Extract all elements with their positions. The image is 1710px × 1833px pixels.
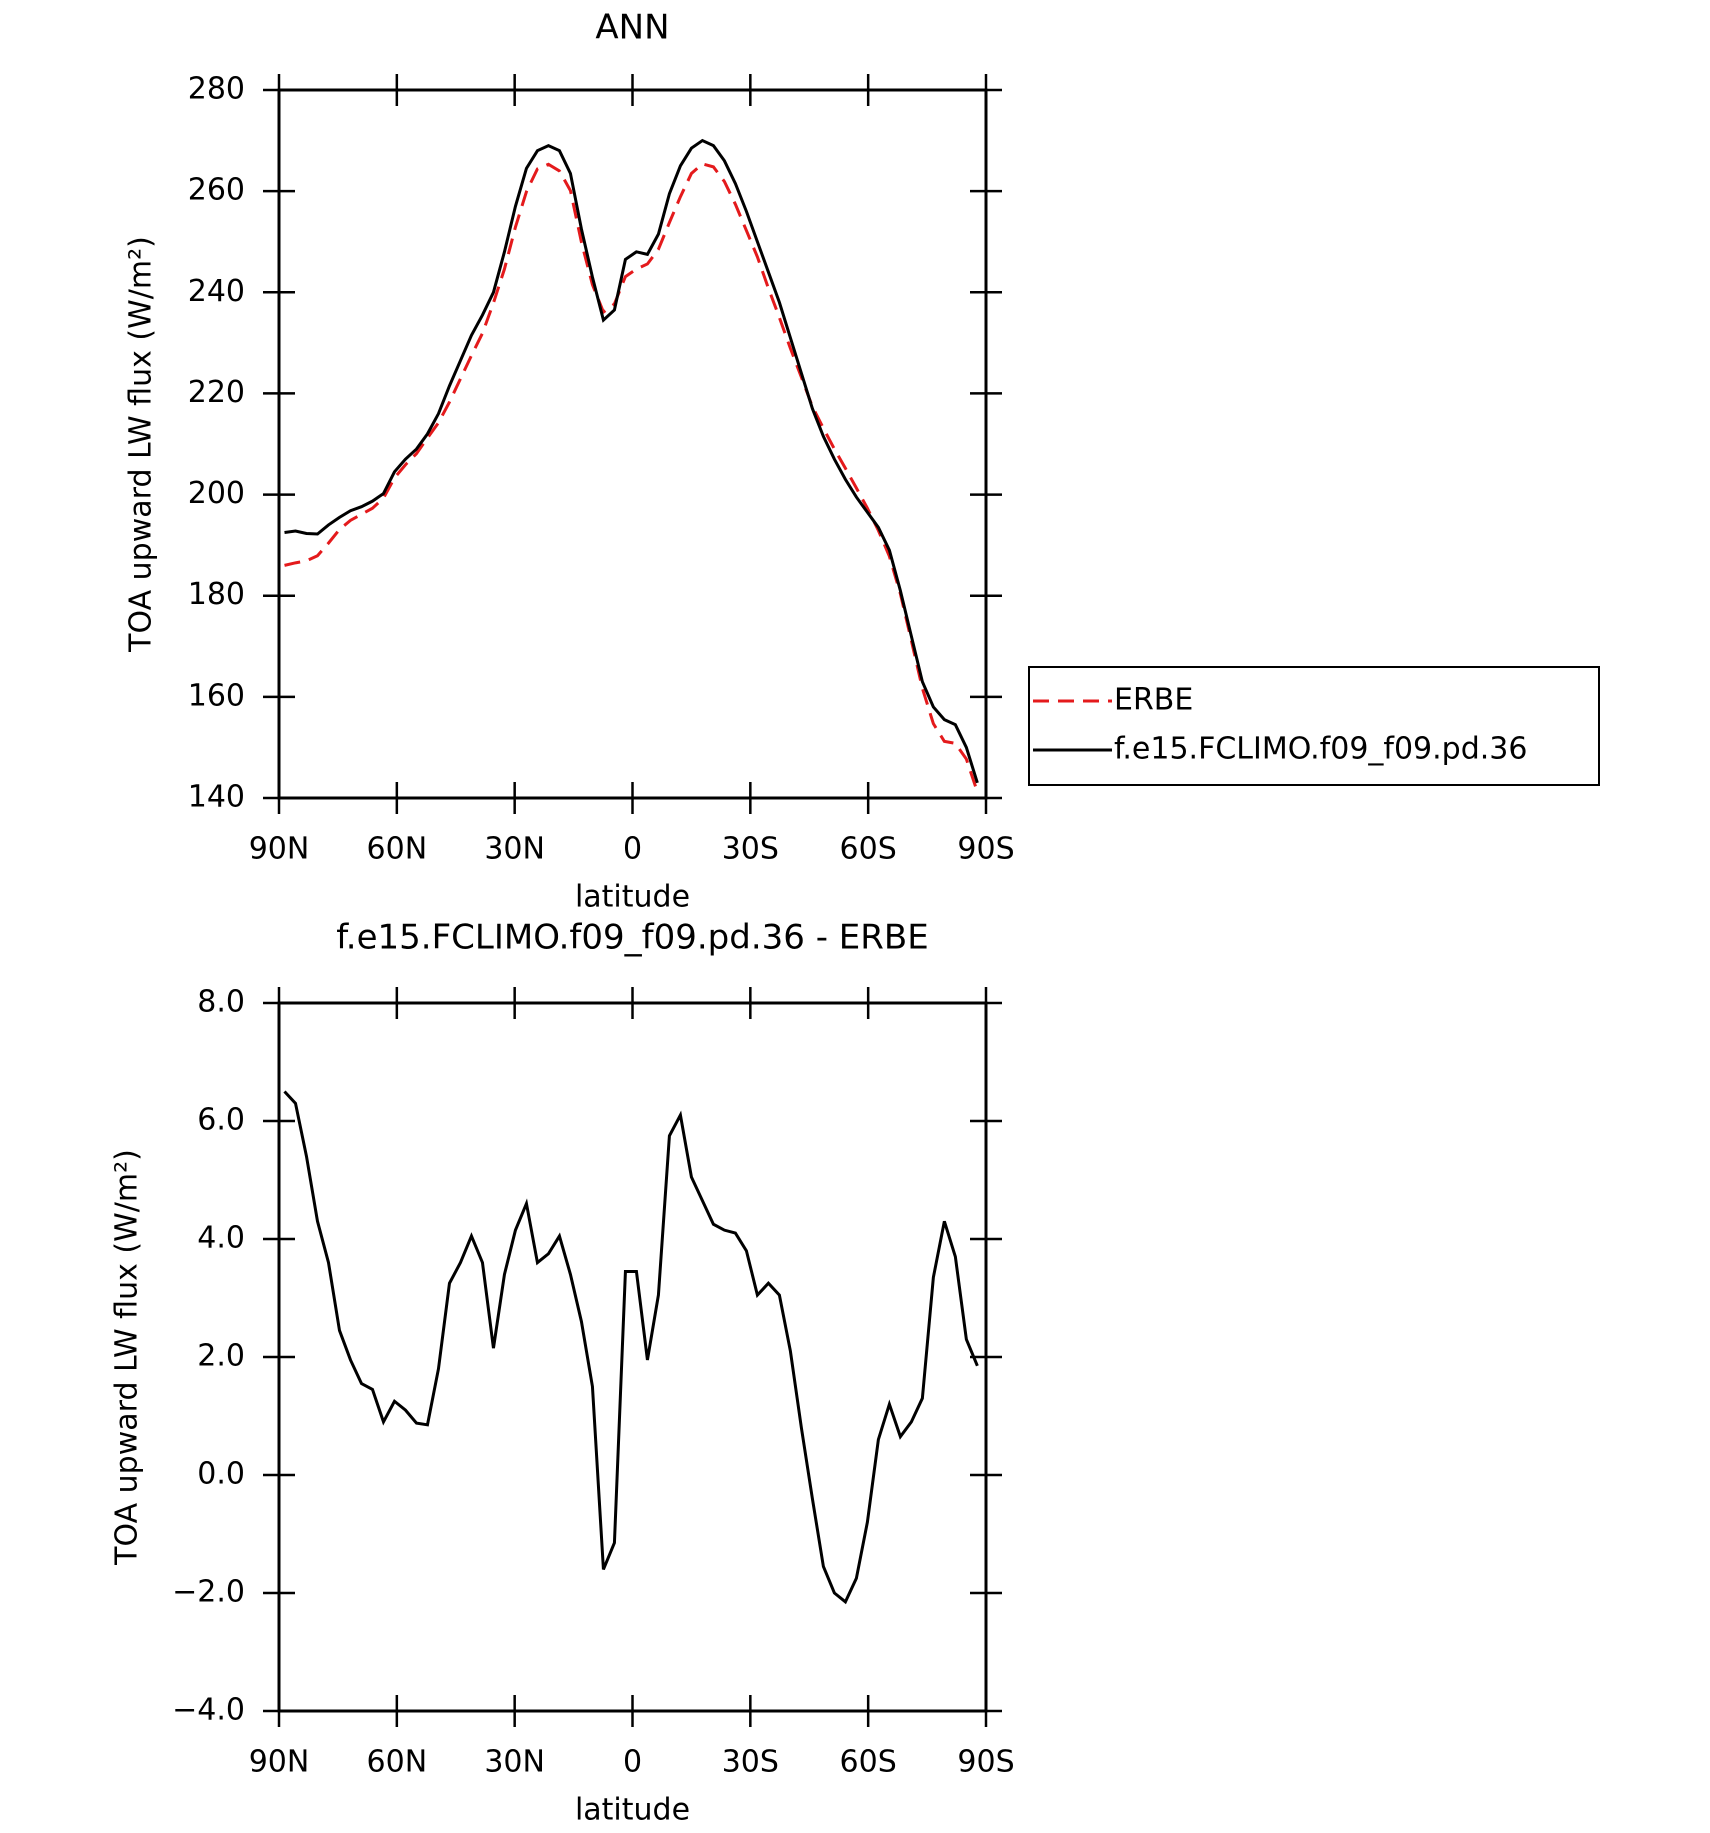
x-tick-label: 0 [623,1745,642,1780]
plot-frame [277,88,988,800]
y-tick-label: −2.0 [172,1575,245,1610]
legend-label: ERBE [1114,683,1193,718]
y-tick-label: 200 [188,476,245,511]
y-tick-label: 0.0 [197,1457,245,1492]
x-tick-label: 30S [722,832,779,867]
chart-title: f.e15.FCLIMO.f09_f09.pd.36 - ERBE [336,918,928,958]
legend-label: f.e15.FCLIMO.f09_f09.pd.36 [1114,732,1527,767]
y-tick-label: 160 [188,678,245,713]
x-tick-label: 90S [957,1745,1014,1780]
y-tick-label: 180 [188,577,245,612]
y-tick-label: 280 [188,72,245,107]
x-tick-label: 30S [722,1745,779,1780]
series-line [284,162,979,793]
y-tick-label: 260 [188,173,245,208]
x-tick-label: 30N [484,832,545,867]
chart-title: ANN [595,8,669,48]
x-tick-label: 90N [249,1745,310,1780]
x-tick-label: 90N [249,832,310,867]
y-tick-label: 4.0 [197,1221,245,1256]
y-tick-label: −4.0 [172,1693,245,1728]
x-tick-label: 0 [623,832,642,867]
y-tick-label: 8.0 [197,985,245,1020]
y-tick-label: 240 [188,274,245,309]
plot-frame [277,1001,988,1713]
x-tick-label: 90S [957,832,1014,867]
series-line [283,1090,979,1605]
y-tick-label: 2.0 [197,1339,245,1374]
x-axis-label: latitude [575,880,690,915]
legend-box [1028,666,1600,786]
y-tick-label: 220 [188,375,245,410]
series-line [284,138,979,784]
x-axis-label: latitude [575,1793,690,1828]
x-tick-label: 60N [367,832,428,867]
x-tick-label: 60S [840,1745,897,1780]
y-axis-label: TOA upward LW flux (W/m²) [124,236,159,653]
x-tick-label: 60S [840,832,897,867]
x-tick-label: 60N [367,1745,428,1780]
x-tick-label: 30N [484,1745,545,1780]
y-tick-label: 6.0 [197,1103,245,1138]
y-tick-label: 140 [188,780,245,815]
y-axis-label: TOA upward LW flux (W/m²) [110,1149,145,1566]
